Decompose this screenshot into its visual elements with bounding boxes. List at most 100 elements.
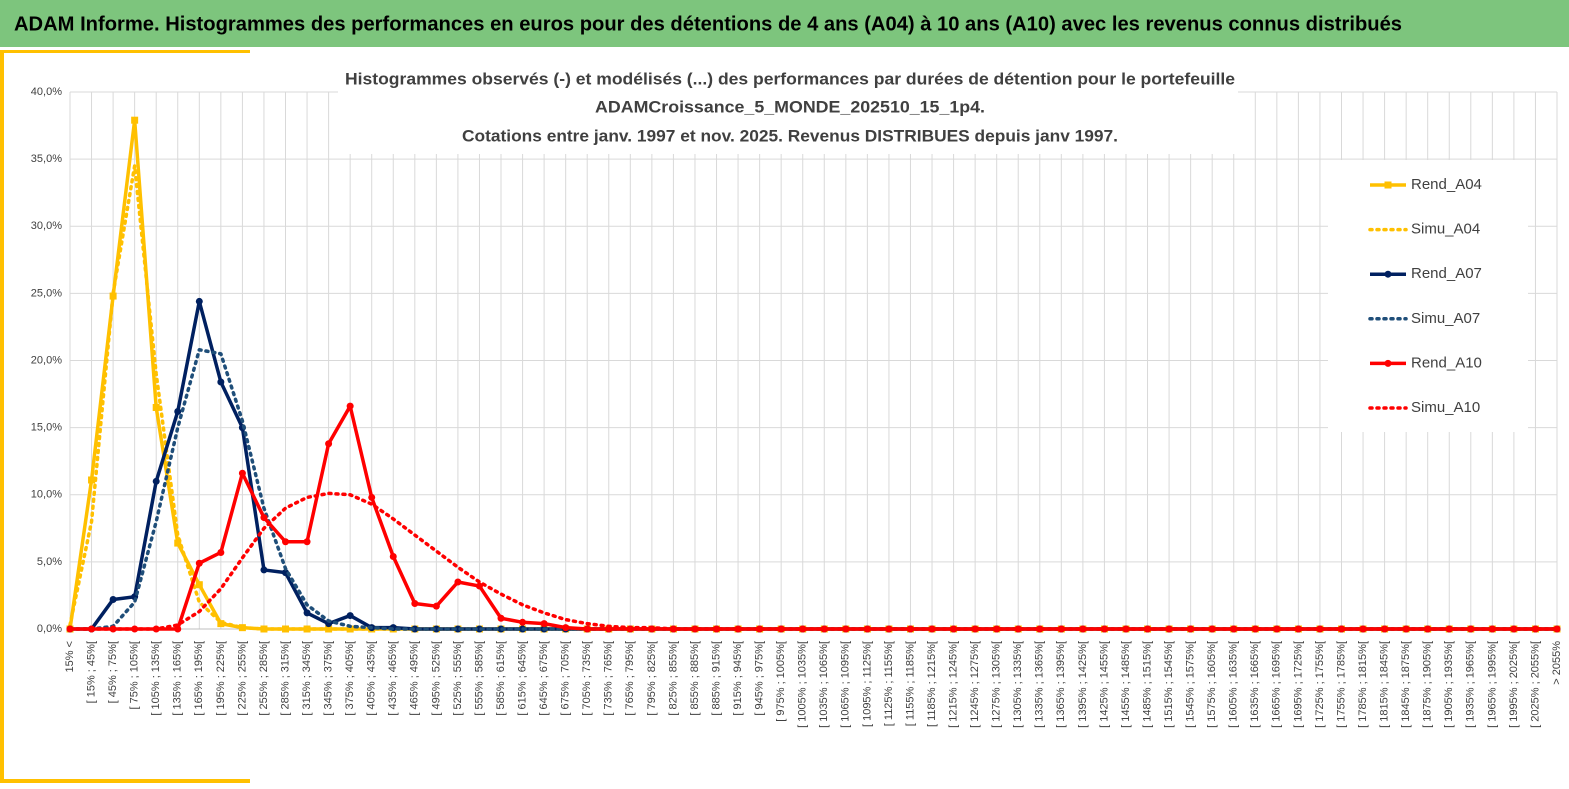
header-band [0,0,1569,47]
marker [1014,625,1022,633]
x-tick-label: [ 1455% ; 1485%[ [1120,641,1132,728]
x-tick-label: [ 1515% ; 1545%[ [1163,641,1175,728]
marker [325,440,333,448]
x-tick-label: [ 1305% ; 1335%[ [1012,641,1024,728]
y-tick-label: 10,0% [31,489,62,501]
x-tick-label: [ 1245% ; 1275%[ [969,641,981,728]
x-tick-label: [ 1335% ; 1365%[ [1034,641,1046,728]
legend-label: Rend_A07 [1411,265,1482,282]
marker [1273,625,1281,633]
x-tick-label: [ 225% ; 255%[ [236,641,248,716]
x-tick-label: [ 1395% ; 1425%[ [1077,641,1089,728]
x-tick-label: [ 645% ; 675%[ [538,641,550,716]
x-tick-label: [ 1425% ; 1455%[ [1098,641,1110,728]
x-tick-label: [ 1935% ; 1965%[ [1465,641,1477,728]
x-tick-label: [ 1185% ; 1215%[ [926,641,938,727]
legend-label: Rend_A10 [1411,354,1482,371]
title-bg [338,64,1238,154]
x-tick-label: [ 1755% ; 1785%[ [1335,641,1347,728]
x-tick-label: [ 345% ; 375%[ [323,641,335,716]
marker [88,476,96,484]
x-tick-label: 15% < [64,641,76,673]
header-title: ADAM Informe. Histogrammes des performan… [14,13,1402,35]
marker [411,599,419,607]
x-tick-label: [ 1065% ; 1095%[ [840,641,852,728]
marker [777,625,785,633]
x-tick-label: [ 1275% ; 1305%[ [991,641,1003,728]
x-tick-label: [ 1665% ; 1695%[ [1271,641,1283,728]
x-tick-label: [ 585% ; 615%[ [495,641,507,716]
frame-bar [0,50,250,53]
x-tick-label: [ 885% ; 915%[ [710,641,722,716]
marker [238,469,246,477]
marker [475,582,483,590]
marker [1036,625,1044,633]
marker [303,538,311,546]
marker [282,538,290,546]
marker [562,624,570,632]
x-tick-label: [ 555% ; 585%[ [473,641,485,716]
series-line [70,404,1557,631]
legend-label: Simu_A10 [1411,399,1480,416]
marker [260,514,268,522]
x-tick-label: [ 1545% ; 1575%[ [1185,641,1197,728]
x-tick-label: [ 705% ; 735%[ [581,641,593,716]
x-tick-label: [ 105% ; 135%[ [150,641,162,716]
x-tick-label: [ 675% ; 705%[ [560,641,572,716]
x-tick-label: > 2055% [1551,641,1563,685]
series-line [68,491,1559,631]
chart-title: Cotations entre janv. 1997 et nov. 2025.… [462,126,1118,145]
x-tick-label: [ 1695% ; 1725%[ [1292,641,1304,728]
chart-title: ADAMCroissance_5_MONDE_202510_15_1p4. [595,97,985,116]
x-tick-label: [ 615% ; 645%[ [516,641,528,716]
marker [174,625,182,633]
chart-title: Histogrammes observés (-) et modélisés (… [345,69,1235,88]
marker [756,625,764,633]
marker [346,402,354,410]
marker [1553,625,1561,633]
marker [454,578,462,586]
marker [131,116,139,124]
x-tick-label: [ 45% ; 75%[ [107,641,119,703]
y-tick-label: 25,0% [31,287,62,299]
legend-label: Simu_A04 [1411,221,1480,238]
y-tick-label: 30,0% [31,220,62,232]
x-tick-label: [ 855% ; 885%[ [689,641,701,716]
x-tick-label: [ 1005% ; 1035%[ [797,641,809,728]
x-tick-label: [ 765% ; 795%[ [624,641,636,716]
marker [432,625,440,633]
y-tick-label: 5,0% [37,556,62,568]
marker [497,614,505,622]
marker [432,602,440,610]
x-tick-label: [ 1035% ; 1065%[ [818,641,830,728]
x-tick-label: [ 1875% ; 1905%[ [1422,641,1434,728]
marker [540,620,548,628]
x-tick-label: [ 195% ; 225%[ [215,641,227,716]
x-tick-label: [ 1725% ; 1755%[ [1314,641,1326,728]
x-tick-label: [ 75% ; 105%[ [129,641,141,710]
x-tick-label: [ 435% ; 465%[ [387,641,399,716]
legend-bg [1328,160,1528,432]
marker [583,625,591,633]
marker [195,297,203,305]
x-tick-label: [ 915% ; 945%[ [732,641,744,716]
x-tick-label: [ 1905% ; 1935%[ [1443,641,1455,728]
marker [152,477,160,485]
x-tick-label: [ 465% ; 495%[ [409,641,421,716]
marker [734,625,742,633]
marker [303,609,311,617]
y-tick-label: 0,0% [37,623,62,635]
legend-label: Simu_A07 [1411,310,1480,327]
marker [217,548,225,556]
marker [109,595,117,603]
frame-bar [0,50,4,782]
x-tick-label: [ 15% ; 45%[ [85,641,97,703]
frame-bar [0,779,250,783]
x-tick-label: [ 1365% ; 1395%[ [1055,641,1067,728]
marker [195,581,203,589]
marker [389,553,397,561]
legend-marker [1384,359,1392,367]
x-tick-label: [ 1605% ; 1635%[ [1228,641,1240,728]
marker [519,618,527,626]
